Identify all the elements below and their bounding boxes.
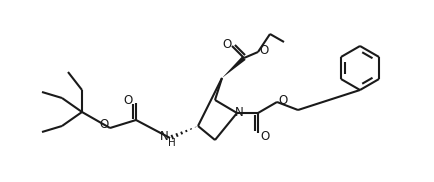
Text: O: O xyxy=(260,45,269,58)
Text: O: O xyxy=(222,37,232,50)
Text: O: O xyxy=(99,118,108,132)
Text: O: O xyxy=(123,94,133,108)
Text: N: N xyxy=(160,130,168,143)
Text: H: H xyxy=(168,138,176,148)
Text: O: O xyxy=(278,94,288,106)
Text: O: O xyxy=(260,130,270,143)
Text: N: N xyxy=(235,106,243,120)
Polygon shape xyxy=(222,56,246,78)
